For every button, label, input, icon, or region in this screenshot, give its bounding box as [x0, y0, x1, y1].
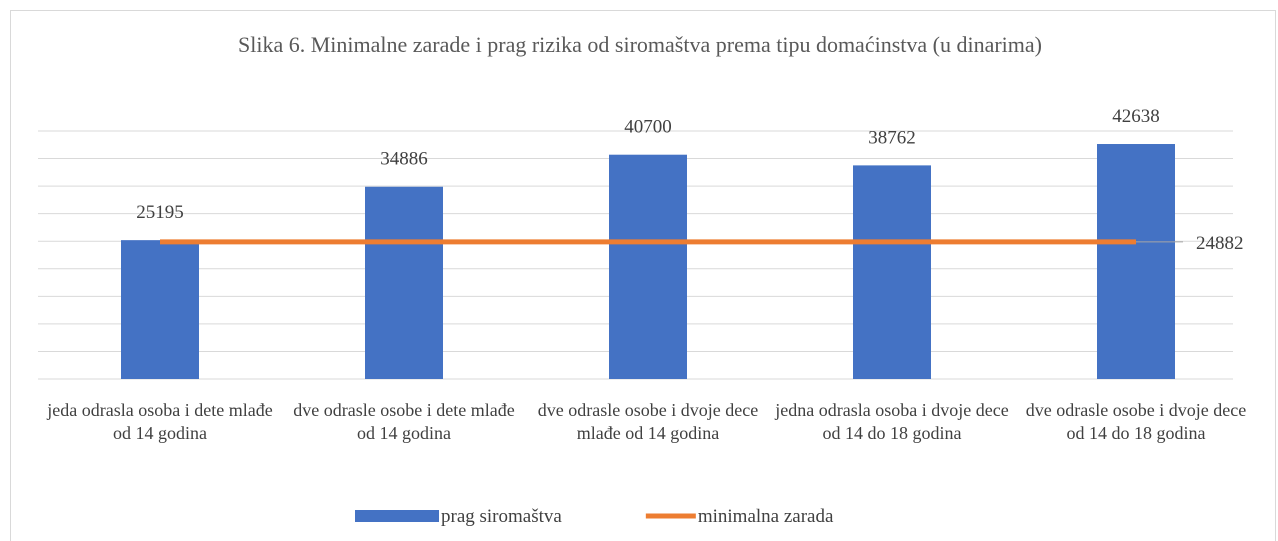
data-label: 40700: [624, 117, 672, 138]
bar: [609, 154, 687, 379]
data-label: 34886: [380, 149, 428, 170]
chart-frame: [10, 10, 1276, 541]
bar: [1097, 144, 1175, 379]
legend-swatch: [355, 510, 439, 522]
data-label: 25195: [136, 202, 184, 223]
legend-label: minimalna zarada: [698, 506, 834, 527]
bar: [853, 165, 931, 379]
x-tick-label: jedna odrasla osoba i dvoje dece od 14 d…: [775, 400, 1009, 443]
x-tick-label: dve odrasle osobe i dete mlađe od 14 god…: [293, 400, 515, 443]
chart-title: Slika 6. Minimalne zarade i prag rizika …: [238, 32, 1042, 57]
data-label: 42638: [1112, 106, 1160, 127]
x-tick-label: jeda odrasla osoba i dete mlađe od 14 go…: [47, 400, 273, 443]
legend-label: prag siromaštva: [441, 506, 562, 527]
x-tick-label: dve odrasle osobe i dvoje dece mlađe od …: [537, 400, 759, 443]
x-tick-label: dve odrasle osobe i dvoje dece od 14 do …: [1025, 400, 1247, 443]
bar: [365, 186, 443, 379]
data-label: 38762: [868, 127, 916, 148]
bar: [121, 240, 199, 379]
data-label: 24882: [1196, 233, 1244, 254]
